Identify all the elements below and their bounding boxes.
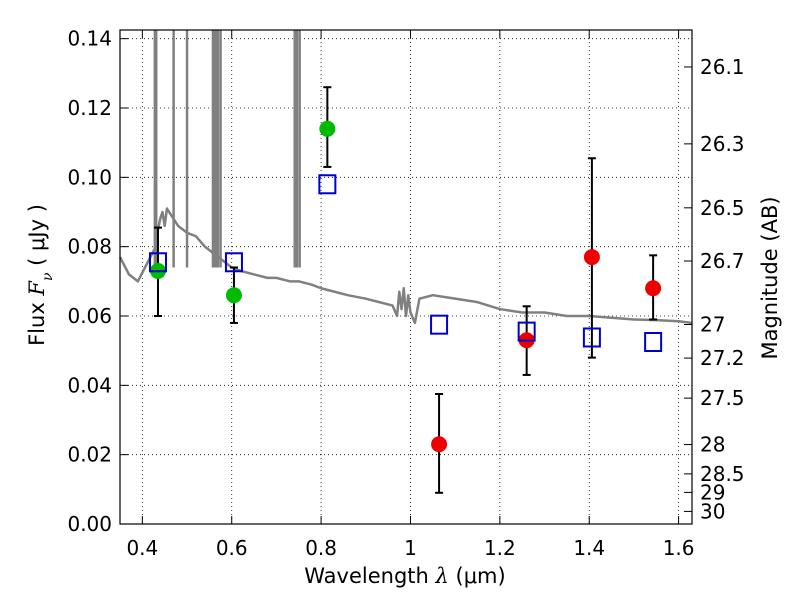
y2-tick-label: 28.5 [700, 462, 745, 486]
model-point [430, 314, 449, 335]
x-tick-label: 1 [404, 536, 417, 560]
data-point [319, 120, 336, 137]
model-spectrum [118, 30, 693, 325]
y2-tick-label: 26.1 [700, 55, 745, 79]
data-markers [148, 120, 663, 453]
x-tick-label: 0.4 [126, 536, 158, 560]
model-point [517, 321, 536, 342]
model-point [148, 252, 167, 273]
y-tick-label: 0.02 [67, 443, 112, 467]
y2-tick-label: 26.7 [700, 249, 745, 273]
model-point [582, 327, 601, 348]
plot-frame [119, 29, 693, 525]
y-tick-label: 0.14 [67, 27, 112, 51]
y2-tick-label: 26.3 [700, 132, 745, 156]
y2-tick-label: 29 [700, 480, 725, 504]
y-tick-label: 0.00 [67, 512, 112, 536]
x-tick-label: 1.4 [573, 536, 605, 560]
y-tick-label: 0.06 [67, 304, 112, 328]
y-tick-label: 0.10 [67, 165, 112, 189]
x-tick-label: 0.8 [305, 536, 337, 560]
model-point [644, 332, 663, 352]
model-spectrum-line [118, 207, 693, 325]
x-tick-label: 1.2 [484, 536, 516, 560]
x-tick-label: 1.6 [663, 536, 695, 560]
model-point [318, 174, 337, 195]
x-axis-title: Wavelength λ (μm) [304, 564, 505, 588]
axes: 0.4 0.6 0.8 1 1.2 1.4 1.6 0.00 0.02 0.04 0.06 0.08 0… [67, 27, 744, 560]
y-tick-label: 0.08 [67, 235, 112, 259]
data-point [645, 280, 662, 297]
y-tick-label: 0.04 [67, 373, 112, 397]
data-point [583, 249, 600, 266]
x-tick-label: 0.6 [216, 536, 248, 560]
data-point [225, 287, 242, 304]
y2-tick-label: 27 [700, 313, 725, 337]
y2-tick-label: 28 [700, 433, 725, 457]
data-point [431, 436, 448, 453]
y2-tick-label: 27.5 [700, 386, 745, 410]
y-axis-title: Flux Fν ( μJy ) [25, 204, 56, 346]
y-tick-label: 0.12 [67, 96, 112, 120]
model-point [224, 252, 243, 273]
y2-tick-label: 26.5 [700, 196, 745, 220]
error-bars [153, 86, 658, 494]
y2-tick-label: 27.2 [700, 346, 745, 370]
y2-axis-title: Magnitude (AB) [758, 196, 782, 359]
y2-tick-label: 30 [700, 499, 725, 523]
